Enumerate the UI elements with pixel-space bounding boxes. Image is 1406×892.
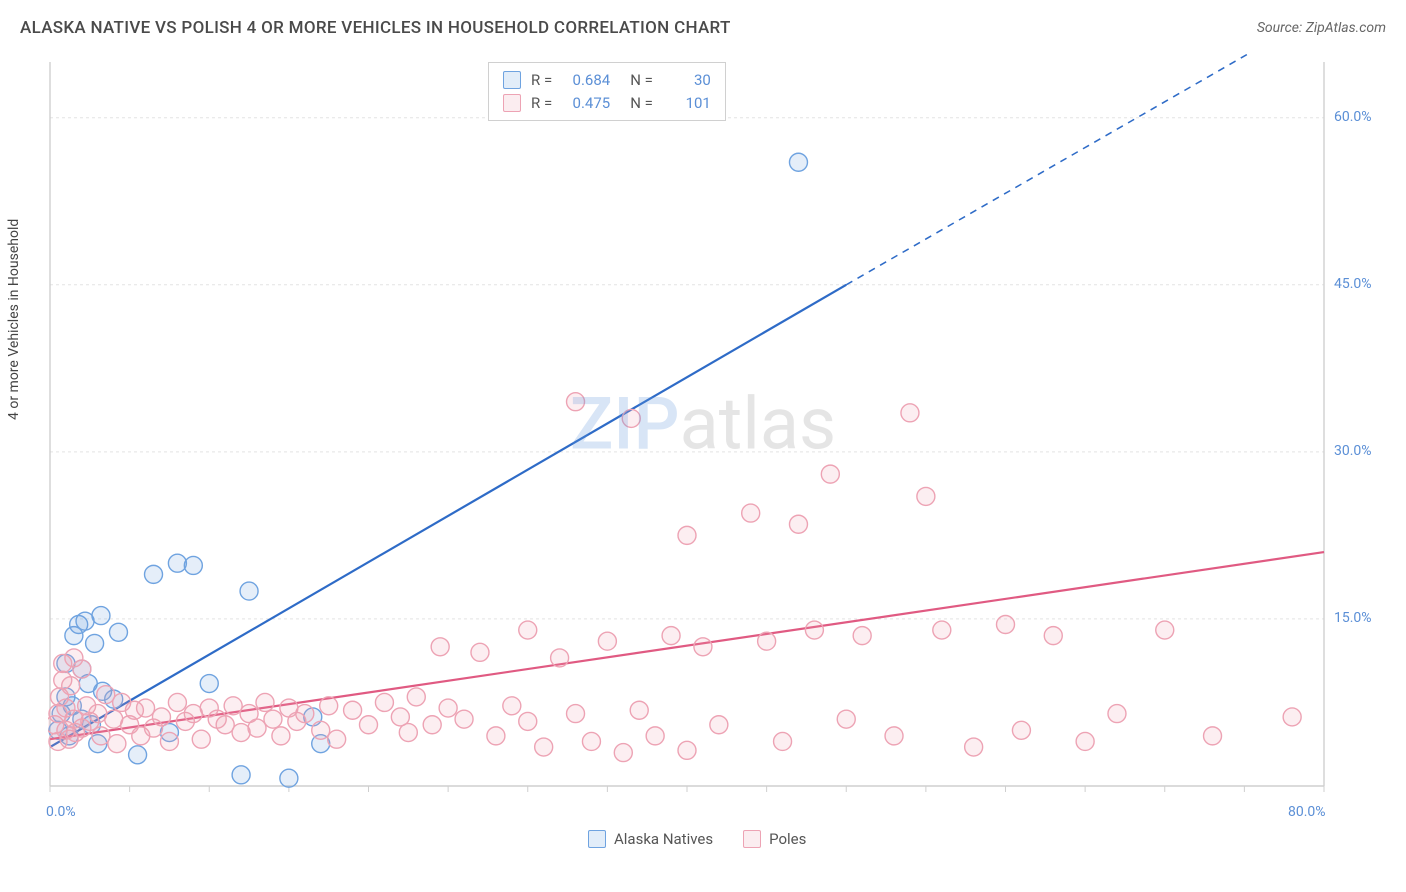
- series-swatch: [503, 94, 521, 112]
- legend-item: Alaska Natives: [588, 830, 713, 848]
- stats-row: R = 0.684 N = 30: [503, 69, 711, 92]
- stat-r-label: R =: [531, 69, 552, 92]
- chart-title: ALASKA NATIVE VS POLISH 4 OR MORE VEHICL…: [20, 18, 731, 38]
- chart-source: Source: ZipAtlas.com: [1257, 20, 1386, 36]
- legend-item: Poles: [743, 830, 806, 848]
- y-tick-label: 30.0%: [1334, 443, 1384, 459]
- chart-header: ALASKA NATIVE VS POLISH 4 OR MORE VEHICL…: [20, 18, 1386, 38]
- stat-r-value: 0.475: [562, 92, 610, 115]
- correlation-stats-box: R = 0.684 N = 30 R = 0.475 N = 101: [488, 62, 726, 121]
- stats-row: R = 0.475 N = 101: [503, 92, 711, 115]
- series-swatch: [503, 71, 521, 89]
- x-tick-label: 0.0%: [46, 804, 76, 820]
- series-swatch: [588, 830, 606, 848]
- stat-n-value: 101: [663, 92, 711, 115]
- legend-label: Poles: [769, 830, 806, 848]
- stat-n-label: N =: [630, 92, 653, 115]
- x-tick-label: 80.0%: [1288, 804, 1326, 820]
- y-tick-label: 45.0%: [1334, 276, 1384, 292]
- stat-n-value: 30: [663, 69, 711, 92]
- y-tick-label: 60.0%: [1334, 109, 1384, 125]
- plot-area: ZIPatlas R =0.684N =30R =0.475N =101 Ala…: [48, 54, 1358, 824]
- y-axis-label: 4 or more Vehicles in Household: [6, 219, 22, 420]
- stat-r-label: R =: [531, 92, 552, 115]
- stat-r-value: 0.684: [562, 69, 610, 92]
- scatter-plot-svg: [48, 54, 1358, 824]
- stat-n-label: N =: [630, 69, 653, 92]
- y-tick-label: 15.0%: [1334, 610, 1384, 626]
- series-legend: Alaska Natives Poles: [588, 830, 806, 848]
- legend-label: Alaska Natives: [614, 830, 713, 848]
- series-swatch: [743, 830, 761, 848]
